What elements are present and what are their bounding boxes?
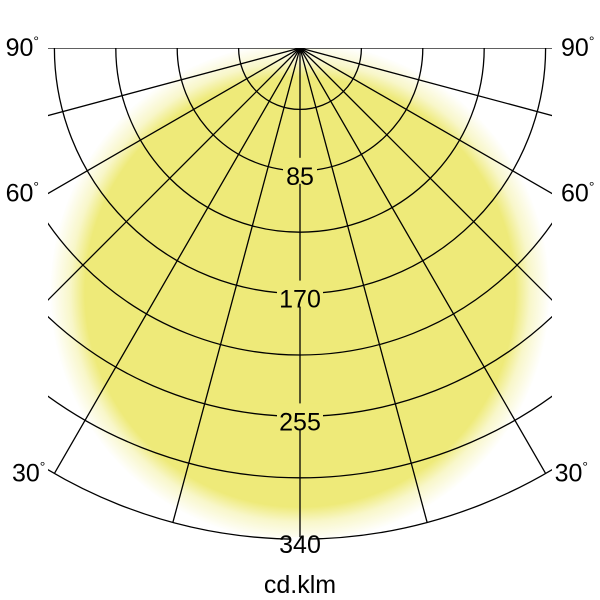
svg-text:cd.klm: cd.klm	[264, 571, 336, 599]
svg-text:340: 340	[279, 531, 321, 559]
svg-text:255: 255	[279, 408, 321, 436]
svg-text:170: 170	[279, 286, 321, 314]
svg-text:85: 85	[286, 163, 314, 191]
